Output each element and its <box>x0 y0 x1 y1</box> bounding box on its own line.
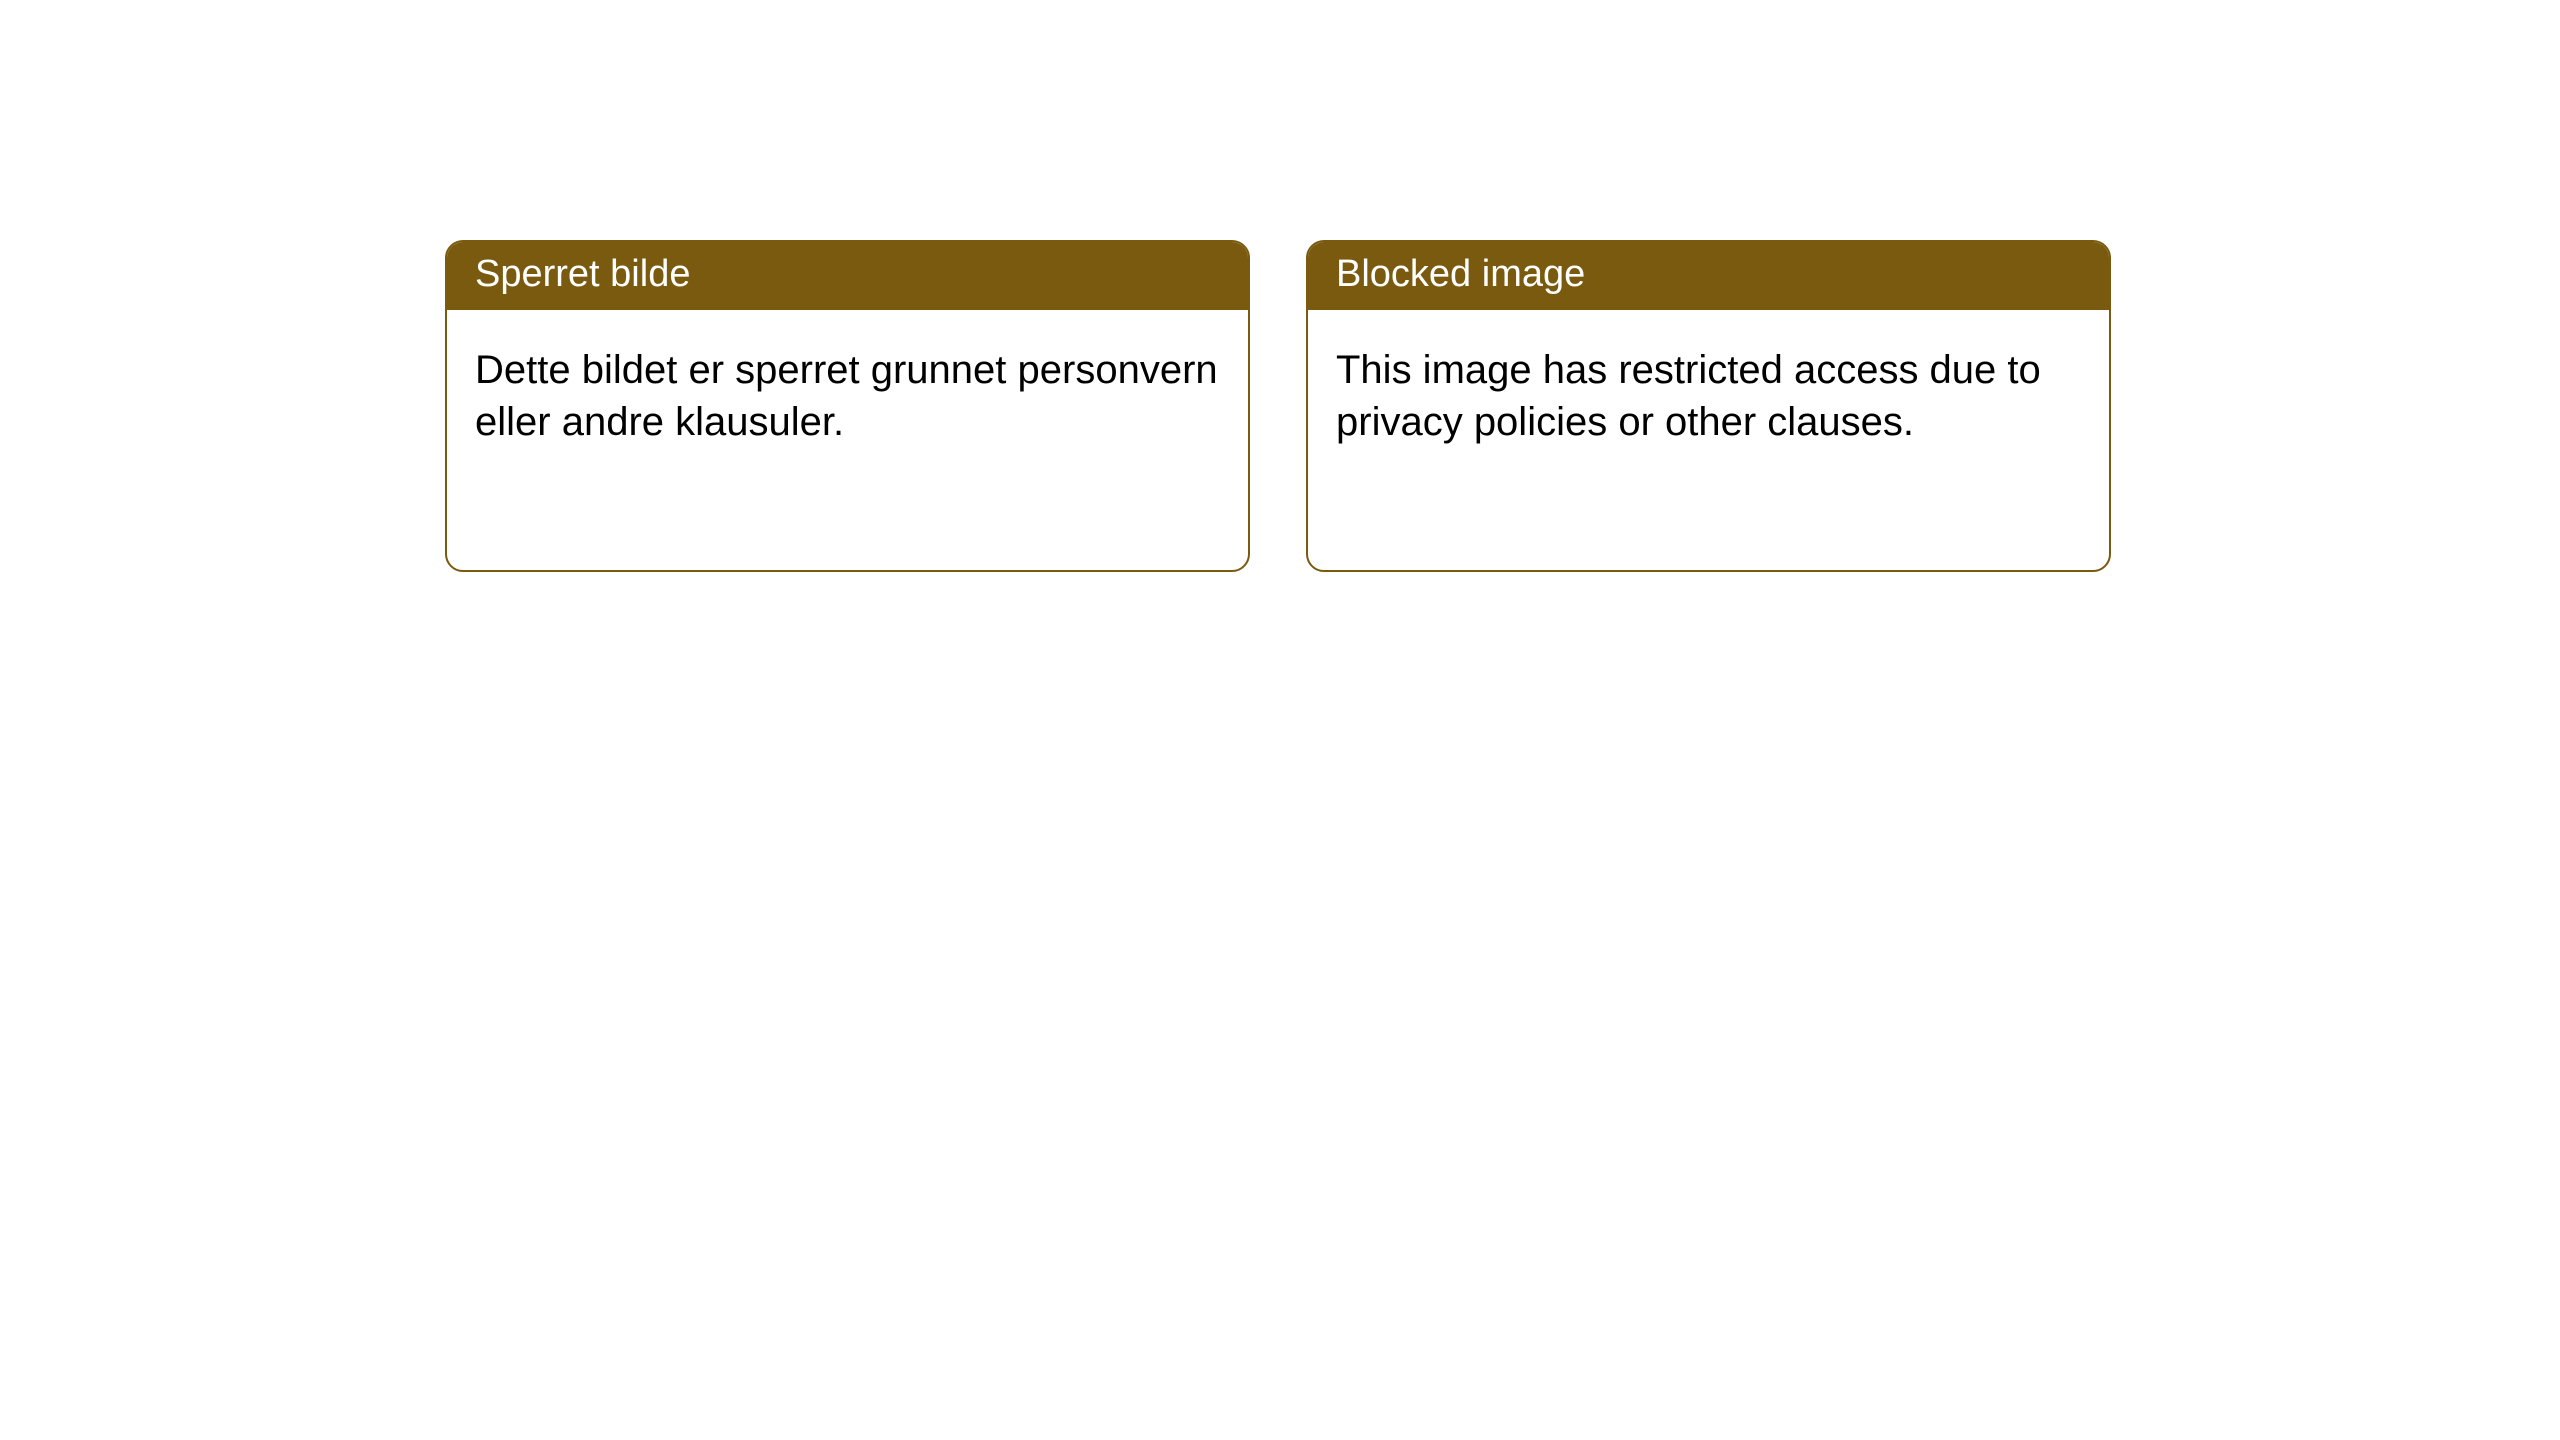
notice-title-en: Blocked image <box>1308 242 2109 310</box>
notice-card-norwegian: Sperret bilde Dette bildet er sperret gr… <box>445 240 1250 572</box>
notice-body-no: Dette bildet er sperret grunnet personve… <box>447 310 1248 476</box>
notice-title-no: Sperret bilde <box>447 242 1248 310</box>
notice-container: Sperret bilde Dette bildet er sperret gr… <box>445 240 2111 572</box>
notice-card-english: Blocked image This image has restricted … <box>1306 240 2111 572</box>
notice-body-en: This image has restricted access due to … <box>1308 310 2109 476</box>
